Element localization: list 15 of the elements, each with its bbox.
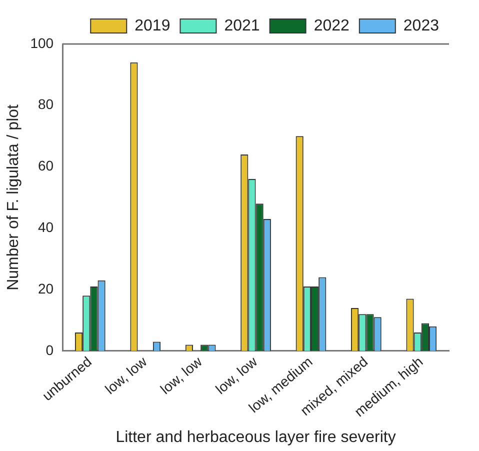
legend-label: 2021: [224, 17, 260, 34]
y-axis-title: Number of F. ligulata / plot: [5, 104, 22, 290]
y-tick-label: 20: [38, 280, 54, 296]
x-tick-label: low, low: [102, 352, 150, 398]
y-tick-label: 100: [30, 34, 54, 51]
y-tick-label: 80: [38, 96, 54, 112]
legend-label: 2023: [403, 17, 440, 34]
legend-label: 2022: [314, 17, 350, 34]
x-tick-label: low, low: [157, 352, 206, 398]
y-tick-label: 0: [46, 342, 54, 358]
x-axis-title: Litter and herbaceous layer fire severity: [116, 428, 396, 446]
y-tick-label: 40: [38, 219, 54, 236]
x-tick-label: low, low: [212, 352, 261, 398]
y-tick-label: 60: [38, 158, 54, 174]
legend-label: 2019: [134, 17, 170, 34]
